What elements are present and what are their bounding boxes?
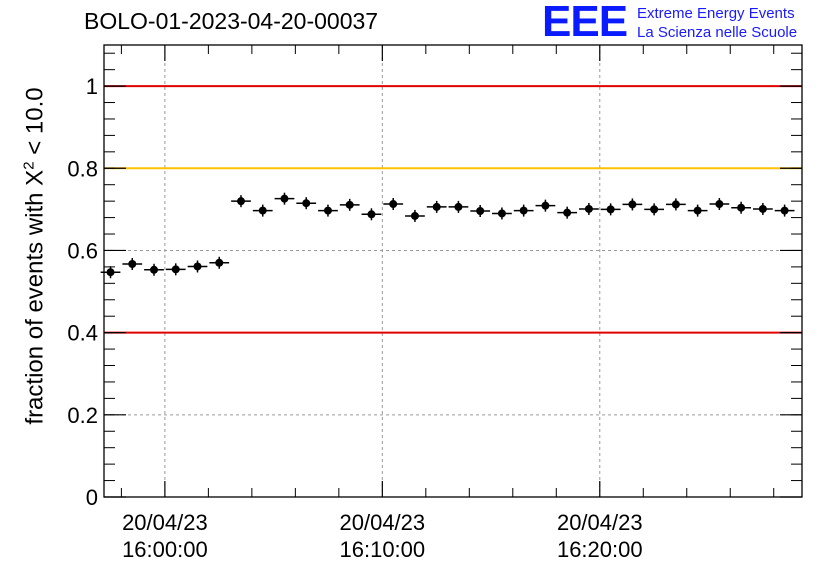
reference-lines (104, 85, 802, 334)
data-marker (693, 206, 702, 215)
data-point (187, 260, 208, 273)
data-marker (389, 200, 398, 209)
data-point (557, 206, 578, 219)
data-point (383, 198, 404, 211)
data-point (666, 198, 686, 211)
data-point (622, 198, 643, 211)
data-point (296, 197, 317, 210)
logo-line-1: Extreme Energy Events (637, 5, 795, 22)
data-marker (497, 209, 506, 218)
data-point (752, 202, 773, 215)
logo-line-2: La Scienza nelle Scuole (637, 24, 798, 41)
chart-title: BOLO-01-2023-04-20-00037 (84, 8, 379, 34)
data-point (774, 204, 795, 217)
data-marker (432, 202, 441, 211)
data-marker (150, 265, 159, 274)
logo-caption: Extreme Energy Events La Scienza nelle S… (637, 4, 797, 42)
x-tick-time-label: 16:20:00 (557, 537, 643, 562)
data-marker (780, 206, 789, 215)
data-point (579, 202, 599, 215)
data-point (144, 263, 164, 276)
data-marker (715, 200, 724, 209)
data-marker (171, 265, 180, 274)
axis-ticks (104, 45, 802, 498)
data-point (448, 200, 469, 213)
data-series (100, 192, 795, 279)
data-marker (519, 206, 528, 215)
y-axis-label-text: fraction of events with X (21, 169, 49, 425)
data-point (252, 204, 273, 217)
y-tick-label: 0 (86, 485, 98, 510)
data-point (318, 204, 338, 217)
y-tick-label: 0.8 (67, 156, 98, 181)
data-marker (758, 204, 767, 213)
data-point (687, 204, 708, 217)
y-tick-label: 1 (86, 74, 98, 99)
grid-lines (104, 45, 802, 497)
data-marker (650, 205, 659, 214)
data-point (122, 258, 143, 271)
y-tick-label: 0.4 (67, 321, 98, 346)
data-marker (628, 200, 637, 209)
data-point (426, 200, 447, 213)
data-marker (128, 260, 137, 269)
data-point (709, 198, 730, 211)
data-point (535, 199, 556, 212)
data-marker (671, 200, 680, 209)
data-point (492, 207, 512, 220)
data-marker (215, 258, 224, 267)
data-marker (193, 262, 202, 271)
data-point (231, 195, 251, 208)
data-point (731, 201, 751, 214)
data-marker (236, 197, 245, 206)
y-tick-label: 0.2 (67, 403, 98, 428)
data-marker (345, 200, 354, 209)
x-tick-time-label: 16:10:00 (340, 537, 426, 562)
x-tick-date-label: 20/04/23 (122, 510, 208, 535)
tick-labels: 00.20.40.60.8120/04/2316:00:0020/04/2316… (67, 74, 642, 562)
plot-frame (103, 44, 803, 498)
data-marker (454, 202, 463, 211)
data-marker (367, 210, 376, 219)
data-marker (737, 203, 746, 212)
x-tick-date-label: 20/04/23 (340, 510, 426, 535)
data-point (405, 209, 425, 222)
y-tick-label: 0.6 (67, 238, 98, 263)
data-point (600, 203, 621, 216)
data-point (165, 263, 186, 276)
data-point (274, 192, 295, 205)
y-axis-label: fraction of events with X2 < 10.0 (21, 87, 50, 424)
data-point (209, 256, 230, 269)
data-marker (541, 201, 550, 210)
x-tick-date-label: 20/04/23 (557, 510, 643, 535)
eee-logo: EEE (542, 0, 628, 46)
data-point (644, 203, 665, 216)
data-marker (476, 207, 485, 216)
data-point (361, 208, 382, 221)
data-marker (302, 199, 311, 208)
x-tick-time-label: 16:00:00 (122, 537, 208, 562)
data-marker (106, 268, 115, 277)
data-marker (606, 205, 615, 214)
data-point (513, 204, 534, 217)
data-marker (584, 204, 593, 213)
data-marker (410, 211, 419, 220)
data-point (339, 198, 360, 211)
data-point (470, 205, 491, 218)
data-marker (563, 208, 572, 217)
y-axis-label-superscript: 2 (20, 161, 38, 170)
data-marker (323, 206, 332, 215)
data-marker (258, 206, 267, 215)
y-axis-label-threshold: < 10.0 (21, 87, 49, 162)
data-marker (280, 194, 289, 203)
